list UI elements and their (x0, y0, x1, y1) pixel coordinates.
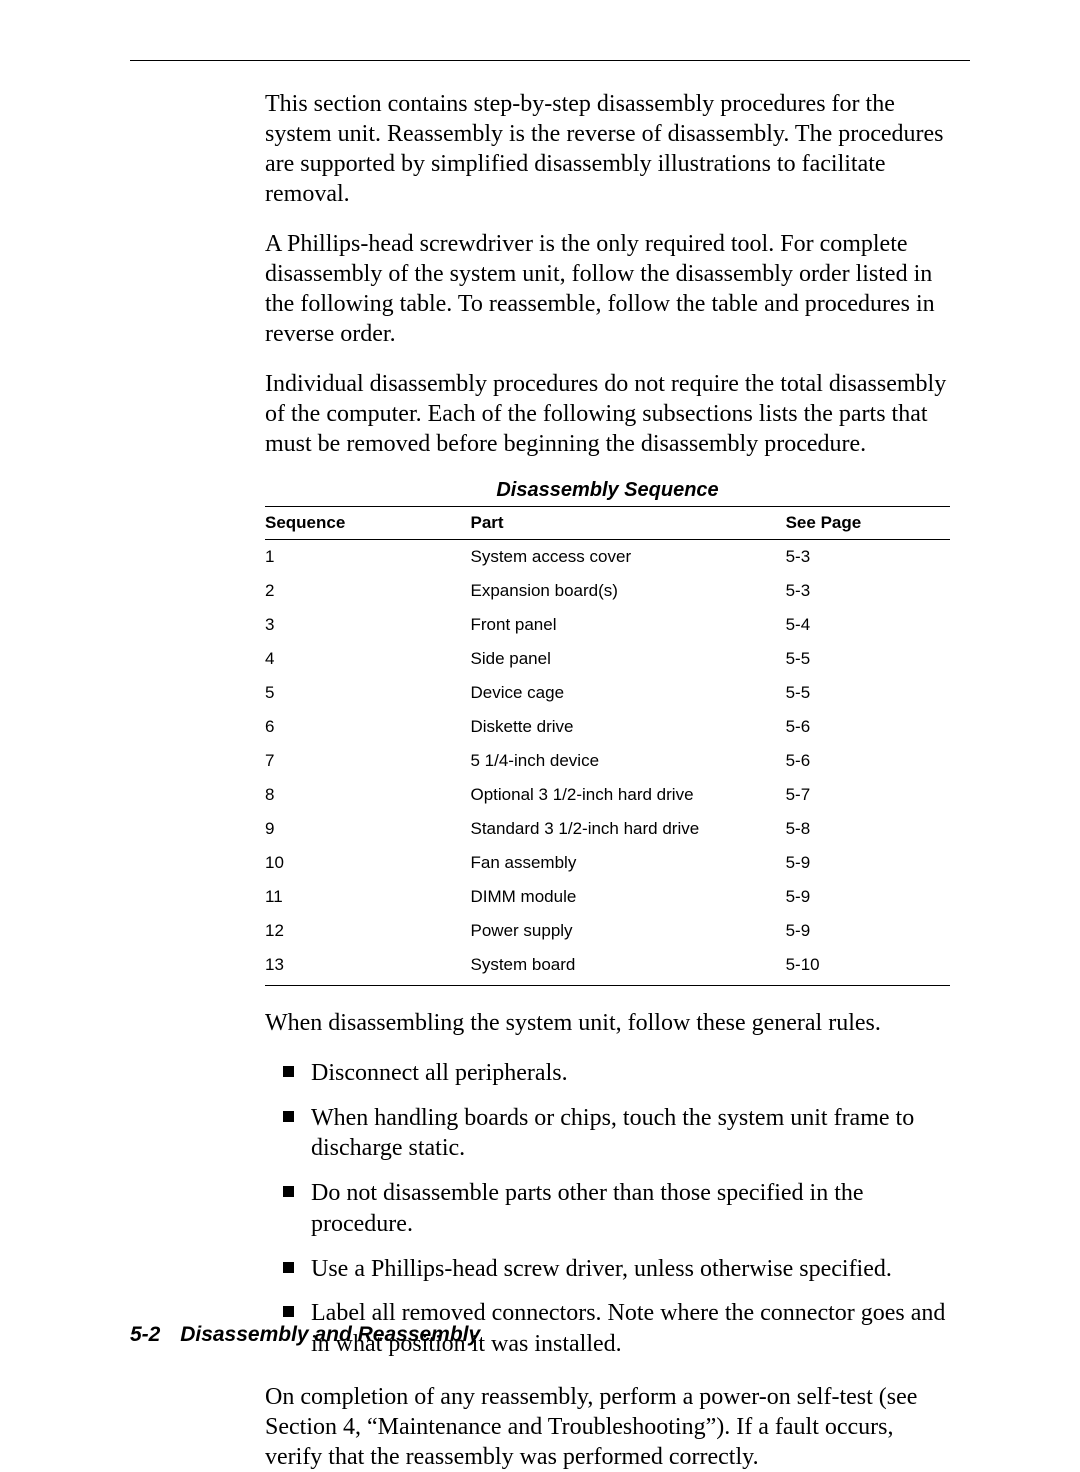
page-container: This section contains step-by-step disas… (0, 0, 1080, 1397)
cell-part: System access cover (471, 540, 786, 575)
table-row: 5Device cage5-5 (265, 676, 950, 710)
table-row: 12Power supply5-9 (265, 914, 950, 948)
table-row: 2Expansion board(s)5-3 (265, 574, 950, 608)
table-body: 1System access cover5-32Expansion board(… (265, 540, 950, 986)
footer-section-title: Disassembly and Reassembly (180, 1323, 480, 1346)
table-row: 75 1/4-inch device5-6 (265, 744, 950, 778)
cell-seq: 5 (265, 676, 471, 710)
cell-page: 5-3 (786, 574, 950, 608)
cell-part: Optional 3 1/2-inch hard drive (471, 778, 786, 812)
intro-paragraph-1: This section contains step-by-step disas… (265, 89, 950, 209)
cell-seq: 1 (265, 540, 471, 575)
cell-seq: 13 (265, 948, 471, 985)
cell-part: Power supply (471, 914, 786, 948)
page-footer: 5-2 Disassembly and Reassembly (130, 1313, 970, 1347)
intro-paragraph-2: A Phillips-head screwdriver is the only … (265, 229, 950, 349)
table-row: 8Optional 3 1/2-inch hard drive5-7 (265, 778, 950, 812)
cell-part: Fan assembly (471, 846, 786, 880)
cell-page: 5-8 (786, 812, 950, 846)
header-see-page: See Page (786, 507, 950, 540)
list-item: Use a Phillips-head screw driver, unless… (283, 1254, 950, 1285)
cell-part: Front panel (471, 608, 786, 642)
table-row: 6Diskette drive5-6 (265, 710, 950, 744)
cell-page: 5-9 (786, 880, 950, 914)
list-item: Disconnect all peripherals. (283, 1058, 950, 1089)
table-header-row: Sequence Part See Page (265, 507, 950, 540)
content-area: This section contains step-by-step disas… (265, 89, 950, 1472)
cell-seq: 7 (265, 744, 471, 778)
cell-part: Expansion board(s) (471, 574, 786, 608)
cell-part: DIMM module (471, 880, 786, 914)
cell-part: Standard 3 1/2-inch hard drive (471, 812, 786, 846)
cell-part: System board (471, 948, 786, 985)
top-rule (130, 60, 970, 61)
cell-part: Device cage (471, 676, 786, 710)
cell-seq: 12 (265, 914, 471, 948)
disassembly-table-wrap: Disassembly Sequence Sequence Part See P… (265, 479, 950, 986)
table-row: 11DIMM module5-9 (265, 880, 950, 914)
table-row: 4Side panel5-5 (265, 642, 950, 676)
table-row: 9Standard 3 1/2-inch hard drive5-8 (265, 812, 950, 846)
list-item: Do not disassemble parts other than thos… (283, 1178, 950, 1239)
table-row: 1System access cover5-3 (265, 540, 950, 575)
intro-paragraph-3: Individual disassembly procedures do not… (265, 369, 950, 459)
table-row: 3Front panel5-4 (265, 608, 950, 642)
cell-page: 5-7 (786, 778, 950, 812)
cell-page: 5-5 (786, 676, 950, 710)
cell-page: 5-3 (786, 540, 950, 575)
cell-page: 5-6 (786, 710, 950, 744)
cell-page: 5-10 (786, 948, 950, 985)
cell-seq: 6 (265, 710, 471, 744)
disassembly-sequence-table: Sequence Part See Page 1System access co… (265, 506, 950, 985)
cell-page: 5-6 (786, 744, 950, 778)
footer-page-number: 5-2 (130, 1323, 160, 1346)
table-bottom-rule (265, 985, 950, 986)
rules-intro-paragraph: When disassembling the system unit, foll… (265, 1008, 950, 1038)
cell-seq: 3 (265, 608, 471, 642)
header-part: Part (471, 507, 786, 540)
list-item: When handling boards or chips, touch the… (283, 1103, 950, 1164)
cell-part: Side panel (471, 642, 786, 676)
cell-part: Diskette drive (471, 710, 786, 744)
cell-page: 5-9 (786, 914, 950, 948)
cell-seq: 2 (265, 574, 471, 608)
cell-seq: 9 (265, 812, 471, 846)
cell-page: 5-5 (786, 642, 950, 676)
table-row: 13System board5-10 (265, 948, 950, 985)
cell-page: 5-9 (786, 846, 950, 880)
cell-seq: 11 (265, 880, 471, 914)
cell-part: 5 1/4-inch device (471, 744, 786, 778)
table-row: 10Fan assembly5-9 (265, 846, 950, 880)
cell-seq: 8 (265, 778, 471, 812)
closing-paragraph: On completion of any reassembly, perform… (265, 1382, 950, 1472)
cell-seq: 10 (265, 846, 471, 880)
table-title: Disassembly Sequence (265, 479, 950, 502)
cell-seq: 4 (265, 642, 471, 676)
cell-page: 5-4 (786, 608, 950, 642)
header-sequence: Sequence (265, 507, 471, 540)
